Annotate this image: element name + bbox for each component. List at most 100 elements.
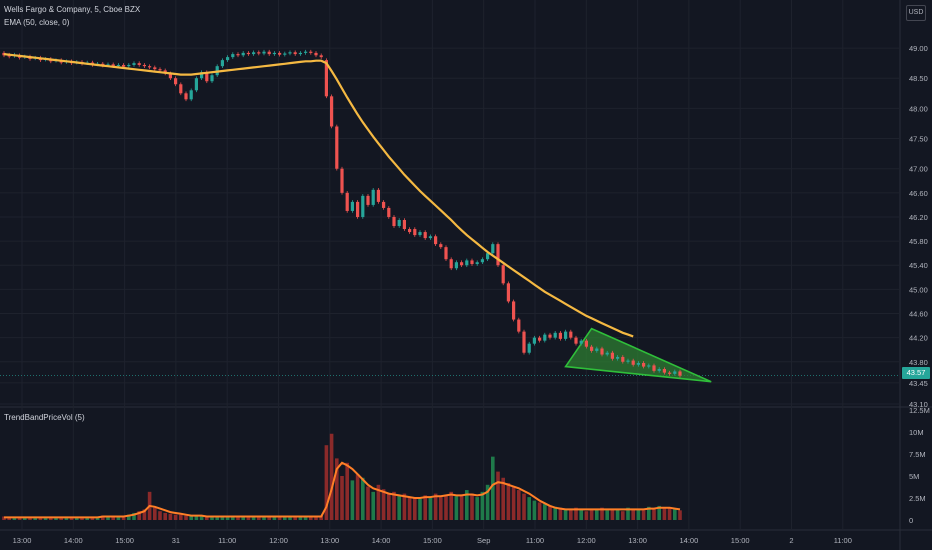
price-tick-label: 48.50 <box>909 74 928 83</box>
candle-body <box>678 371 682 376</box>
time-tick-label: 14:00 <box>372 536 391 545</box>
time-tick-label: 15:00 <box>115 536 134 545</box>
candle-body <box>345 192 349 211</box>
volume-bar <box>246 516 251 520</box>
volume-bar <box>189 515 193 520</box>
volume-bar <box>75 517 79 520</box>
volume-bar <box>355 474 360 520</box>
time-tick-label: 11:00 <box>218 536 236 545</box>
candle-body <box>205 72 209 82</box>
volume-bar <box>215 515 219 520</box>
volume-bar <box>574 507 578 520</box>
candle-body <box>434 236 438 245</box>
volume-bar <box>199 515 204 520</box>
candle-body <box>340 168 344 193</box>
volume-bar <box>132 512 136 520</box>
candle-body <box>662 369 666 373</box>
volume-bar <box>496 471 500 520</box>
time-tick-label: Sep <box>477 536 490 545</box>
volume-bar <box>673 509 677 520</box>
candle-body <box>636 362 640 365</box>
candle-body <box>314 52 318 56</box>
candle-body <box>335 126 339 169</box>
candle-body <box>465 260 469 266</box>
price-tick-label: 45.00 <box>909 285 928 294</box>
ema-polyline <box>3 53 634 338</box>
volume-bar <box>241 515 245 520</box>
candle-body <box>252 52 256 55</box>
volume-bar <box>288 515 292 520</box>
symbol-title[interactable]: Wells Fargo & Company, 5, Cboe BZX <box>4 5 141 14</box>
volume-bar <box>95 517 100 520</box>
candle-body <box>241 52 245 56</box>
candle-body <box>584 340 588 347</box>
candle-body <box>480 259 484 263</box>
volume-bar <box>569 509 573 520</box>
volume-bar <box>579 509 583 520</box>
candle-body <box>324 60 328 97</box>
time-axis[interactable]: 13:00 14:00 15:00 31 11:00 12:00 13:00 14:00 15:… <box>13 536 852 545</box>
candle-body <box>148 66 152 68</box>
candle-body <box>366 195 370 205</box>
volume-tick-label: 10M <box>909 428 924 437</box>
volume-bar <box>563 508 568 520</box>
volume-bar <box>480 491 485 520</box>
volume-bar <box>225 516 230 520</box>
candle-body <box>626 360 630 362</box>
volume-bar <box>657 505 661 520</box>
volume-bar <box>584 511 589 520</box>
candle-body <box>418 232 422 236</box>
volume-bar <box>153 507 157 520</box>
volume-bar <box>366 486 370 520</box>
candle-body <box>574 337 578 344</box>
candle-body <box>532 337 536 344</box>
price-tick-label: 44.20 <box>909 334 928 343</box>
volume-bar <box>543 504 547 520</box>
volume-bar <box>511 486 516 520</box>
ema-indicator-label[interactable]: EMA (50, close, 0) <box>4 18 70 27</box>
candle-body <box>356 201 360 217</box>
volume-bar <box>309 516 313 520</box>
time-tick-label: 11:00 <box>834 536 852 545</box>
volume-bar <box>527 497 531 520</box>
candle-body <box>288 52 292 54</box>
volume-bar <box>262 516 266 520</box>
candlestick-series <box>2 49 682 378</box>
triangle-drawing[interactable] <box>564 327 712 383</box>
volume-bar <box>59 517 63 520</box>
price-tick-label: 45.40 <box>909 261 928 270</box>
candle-body <box>486 253 490 260</box>
price-axis[interactable]: 49.00 48.50 48.00 47.50 47.00 46.60 46.20 45.80… <box>909 44 928 409</box>
candle-body <box>2 52 6 56</box>
candle-body <box>470 260 474 265</box>
candle-body <box>408 229 412 233</box>
candle-body <box>423 232 427 239</box>
volume-bars <box>2 433 682 520</box>
price-tick-label: 46.60 <box>909 189 928 198</box>
time-tick-label: 13:00 <box>320 536 339 545</box>
candle-body <box>319 55 323 58</box>
candle-body <box>246 52 250 55</box>
candle-body <box>298 52 302 55</box>
candle-body <box>397 220 401 227</box>
volume-bar <box>231 515 235 520</box>
volume-bar <box>600 507 604 520</box>
volume-bar <box>595 509 599 520</box>
volume-bar <box>277 516 282 520</box>
candle-body <box>454 262 458 269</box>
currency-button[interactable]: USD <box>906 5 926 21</box>
volume-bar <box>465 490 469 520</box>
volume-bar <box>631 509 635 520</box>
candle-body <box>267 51 271 55</box>
volume-bar <box>470 493 474 520</box>
volume-bar <box>615 509 620 520</box>
candle-body <box>231 54 235 58</box>
price-tick-label: 47.00 <box>909 165 928 174</box>
volume-indicator-label[interactable]: TrendBandPriceVol (5) <box>4 413 85 422</box>
volume-bar <box>194 516 199 520</box>
candle-body <box>460 262 464 266</box>
candle-body <box>283 53 287 55</box>
volume-tick-label: 7.5M <box>909 450 926 459</box>
